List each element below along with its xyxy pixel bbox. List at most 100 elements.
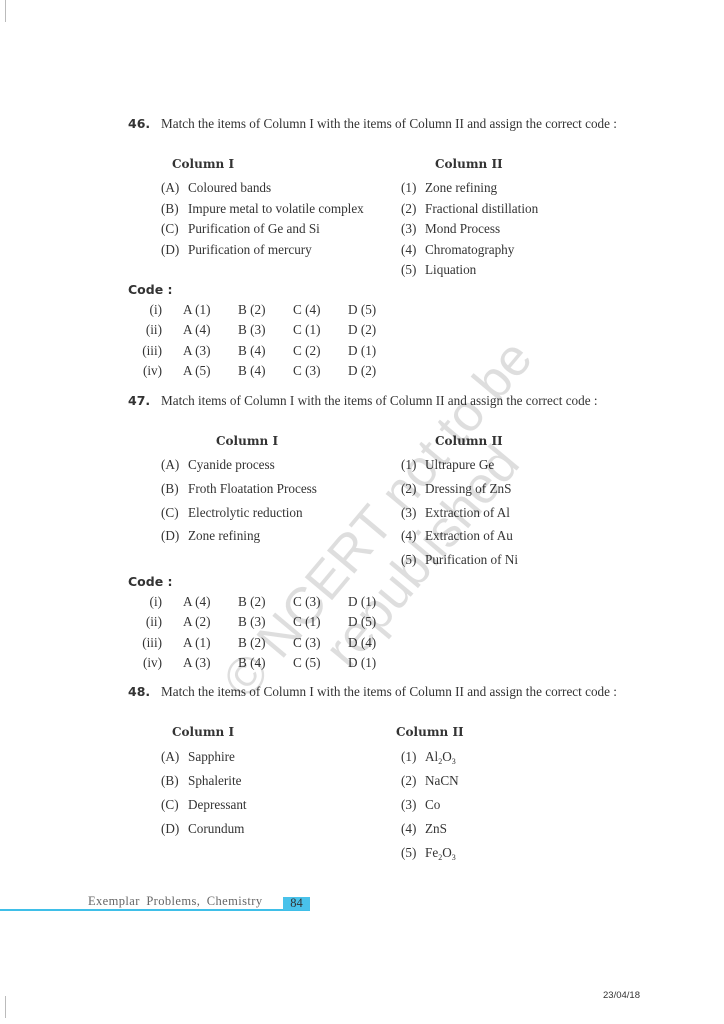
- column-1-item: (B) Impure metal to volatile complex: [161, 201, 364, 217]
- item-label: (C): [161, 796, 179, 812]
- margin-mark: [5, 996, 6, 1018]
- column-2-item: (4) ZnS: [401, 821, 447, 837]
- item-label: (B): [161, 772, 179, 788]
- item-label: (C): [161, 221, 179, 236]
- item-text: Al: [425, 749, 439, 764]
- question-number: 47.: [128, 393, 151, 408]
- code-b: B (4): [238, 363, 266, 379]
- item-text: Zone refining: [188, 528, 261, 544]
- option-numeral: (i): [149, 302, 162, 317]
- column-1-item: (D) Zone refining: [161, 528, 260, 544]
- item-text: Depressant: [188, 796, 247, 812]
- code-a: A (1): [183, 634, 211, 650]
- item-text: Electrolytic reduction: [188, 504, 303, 520]
- item-text: Sapphire: [188, 749, 235, 764]
- footer-rule: [0, 909, 310, 911]
- code-c: C (3): [293, 594, 321, 609]
- item-text: Purification of Ge and Si: [188, 221, 320, 236]
- item-text: Ultrapure Ge: [425, 457, 495, 472]
- item-label: (A): [161, 749, 180, 764]
- item-text: Sphalerite: [188, 772, 242, 788]
- item-label: (5): [401, 552, 417, 568]
- code-d: D (2): [348, 363, 377, 379]
- item-text: Fe: [425, 844, 439, 860]
- column-2-item: (1) Ultrapure Ge: [401, 457, 494, 473]
- code-a: A (3): [183, 342, 211, 358]
- code-b: B (2): [238, 302, 266, 317]
- code-b: B (3): [238, 322, 266, 338]
- item-text: ZnS: [425, 820, 447, 836]
- item-text: Liquation: [425, 262, 477, 277]
- item-label: (4): [401, 241, 417, 257]
- column-2-item: (3) Extraction of Al: [401, 505, 510, 521]
- item-text: Dressing of ZnS: [425, 480, 512, 496]
- code-heading: Code :: [128, 282, 173, 297]
- option-numeral: (iv): [142, 655, 162, 671]
- subscript: 2: [438, 852, 443, 862]
- item-label: (3): [401, 504, 417, 520]
- column-1-item: (A) Sapphire: [161, 749, 235, 765]
- item-label: (2): [401, 480, 417, 496]
- item-label: (D): [161, 241, 180, 257]
- item-label: (5): [401, 262, 417, 277]
- code-heading: Code :: [128, 574, 173, 589]
- item-label: (1): [401, 749, 417, 764]
- item-label: (1): [401, 457, 417, 472]
- column-1-item: (C) Depressant: [161, 797, 247, 813]
- item-label: (2): [401, 772, 417, 788]
- item-label: (B): [161, 200, 179, 216]
- item-text: Fractional distillation: [425, 200, 539, 216]
- column-1-item: (C) Electrolytic reduction: [161, 505, 303, 521]
- code-d: D (5): [348, 302, 377, 317]
- code-a: A (1): [183, 302, 211, 317]
- code-c: C (4): [293, 302, 321, 317]
- column-1-item: (D) Purification of mercury: [161, 242, 312, 258]
- item-text: Co: [425, 796, 441, 812]
- item-label: (C): [161, 504, 179, 520]
- item-label: (4): [401, 820, 417, 836]
- item-text: Impure metal to volatile complex: [188, 200, 364, 216]
- column-2-item: (1) Al2O3: [401, 749, 456, 766]
- footer-book-title: Exemplar Problems, Chemistry: [88, 894, 263, 908]
- item-text: Chromatography: [425, 241, 515, 257]
- item-label: (A): [161, 180, 180, 195]
- option-numeral: (ii): [145, 322, 162, 338]
- code-d: D (2): [348, 322, 377, 338]
- question-text: Match the items of Column I with the ite…: [161, 116, 617, 131]
- column-1-item: (A) Coloured bands: [161, 180, 271, 196]
- question-number: 48.: [128, 684, 151, 699]
- option-numeral: (iv): [142, 363, 162, 379]
- item-label: (D): [161, 820, 180, 836]
- code-c: C (3): [293, 634, 321, 650]
- column-2-item: (2) Fractional distillation: [401, 201, 538, 217]
- code-c: C (1): [293, 614, 321, 630]
- item-text: Mond Process: [425, 221, 501, 236]
- code-c: C (2): [293, 342, 321, 358]
- item-text: Purification of mercury: [188, 241, 312, 257]
- subscript: 3: [451, 757, 456, 766]
- code-b: B (4): [238, 655, 266, 671]
- code-d: D (5): [348, 614, 377, 630]
- item-text: Extraction of Al: [425, 504, 510, 520]
- column-2-item: (5) Fe2O3: [401, 844, 456, 862]
- item-text: Coloured bands: [188, 180, 272, 195]
- subscript: 3: [451, 852, 456, 862]
- option-numeral: (ii): [145, 614, 162, 630]
- item-label: (B): [161, 480, 179, 496]
- column-2-item: (2) NaCN: [401, 773, 459, 789]
- code-d: D (1): [348, 594, 377, 609]
- code-d: D (1): [348, 342, 377, 358]
- item-text: Extraction of Au: [425, 528, 513, 544]
- column-1-heading: Column I: [216, 434, 279, 448]
- question-text: Match the items of Column I with the ite…: [161, 684, 617, 699]
- page-number: 84: [283, 897, 310, 910]
- column-1-heading: Column I: [172, 157, 235, 171]
- column-1-item: (C) Purification of Ge and Si: [161, 221, 320, 237]
- column-2-heading: Column II: [396, 725, 464, 739]
- column-1-item: (B) Froth Floatation Process: [161, 481, 317, 497]
- item-text: Purification of Ni: [425, 552, 519, 568]
- item-label: (4): [401, 528, 417, 544]
- question-number: 46.: [128, 116, 151, 131]
- column-2-item: (3) Mond Process: [401, 221, 500, 237]
- print-date: 23/04/18: [603, 990, 640, 1001]
